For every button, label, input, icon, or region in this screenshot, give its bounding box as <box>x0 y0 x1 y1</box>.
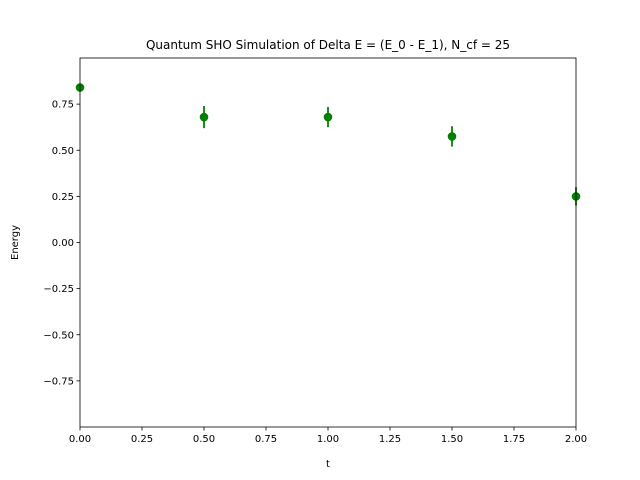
data-point <box>323 112 333 122</box>
chart-title: Quantum SHO Simulation of Delta E = (E_0… <box>146 38 510 52</box>
x-tick-label: 1.25 <box>379 434 401 445</box>
x-tick-label: 1.50 <box>441 434 463 445</box>
y-tick-label: 0.00 <box>52 238 74 249</box>
x-axis-label: t <box>326 459 330 470</box>
y-tick-label: 0.75 <box>52 100 74 111</box>
plot-frame <box>79 57 577 428</box>
y-tick-label: 0.50 <box>52 146 74 157</box>
data-point <box>199 112 209 122</box>
y-tick-label: 0.25 <box>52 192 74 203</box>
x-axis-ticks: 0.00 0.25 0.50 0.75 1.00 1.25 1.50 1.75 2.00 <box>69 427 587 445</box>
x-tick-label: 2.00 <box>565 434 587 445</box>
y-tick-label: −0.50 <box>43 330 74 341</box>
y-tick-label: −0.75 <box>43 376 74 387</box>
x-tick-label: 0.75 <box>255 434 277 445</box>
x-tick-label: 0.25 <box>131 434 153 445</box>
y-axis-ticks: 0.75 0.50 0.25 0.00 −0.25 −0.50 −0.75 <box>43 100 80 387</box>
y-tick-label: −0.25 <box>43 284 74 295</box>
x-tick-label: 1.00 <box>317 434 339 445</box>
x-tick-label: 0.00 <box>69 434 91 445</box>
x-tick-label: 1.75 <box>503 434 525 445</box>
y-axis-label: Energy <box>10 225 21 260</box>
x-tick-label: 0.50 <box>193 434 215 445</box>
data-point <box>447 132 457 141</box>
plot-marks <box>75 83 581 206</box>
